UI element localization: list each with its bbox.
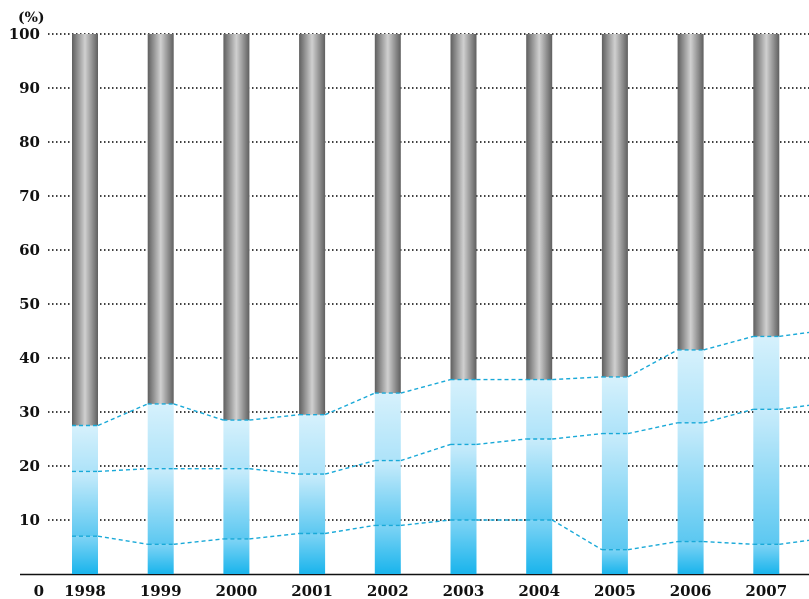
bar-segment-3 (450, 379, 477, 445)
x-tick-label: 2001 (291, 582, 333, 599)
connector-line (551, 519, 603, 551)
x-tick-label: 2002 (367, 582, 409, 599)
x-tick-label: 2007 (745, 582, 787, 599)
connector-line (476, 438, 527, 446)
bar-segment-1 (374, 525, 401, 574)
axis-labels: 0 10 20 30 40 50 60 70 80 90 100 1998 1999 2000 2001 20… (9, 25, 787, 599)
connector-line (173, 403, 224, 421)
connector-line (400, 378, 451, 394)
bar-segment-3 (147, 403, 174, 469)
bars (72, 34, 780, 574)
bar-segment-2 (147, 468, 174, 545)
bar-segment-4 (526, 34, 553, 380)
x-tick-label: 2003 (443, 582, 485, 599)
connector-line (249, 532, 300, 540)
bar-segment-4 (299, 34, 326, 415)
y-tick-label: 60 (19, 241, 40, 259)
connector-line (249, 414, 300, 421)
y-tick-label: 10 (19, 511, 40, 529)
y-tick-label: 30 (19, 403, 40, 421)
connector-line (703, 335, 754, 351)
bar-segment-4 (601, 34, 628, 377)
bar-segment-1 (72, 536, 98, 574)
bar-segment-3 (753, 336, 780, 410)
bar-segment-4 (753, 34, 780, 337)
bar-segment-3 (374, 393, 401, 461)
bar-segment-1 (601, 549, 628, 574)
bar-segment-3 (223, 420, 250, 469)
bar-segment-3 (72, 425, 98, 472)
bar-segment-4 (374, 34, 401, 394)
y-axis-unit-label: (%) (18, 10, 45, 26)
bar-segment-2 (374, 460, 401, 526)
bar-segment-1 (299, 533, 326, 574)
x-tick-label: 2006 (670, 582, 712, 599)
connector-line (400, 519, 451, 527)
connector-line (779, 539, 809, 545)
x-tick-label: 1999 (140, 582, 182, 599)
y-tick-label: 50 (19, 295, 40, 313)
connector-line (779, 331, 809, 338)
bar-segment-1 (147, 544, 174, 574)
bar-segment-1 (677, 541, 704, 574)
connector-line (627, 540, 678, 551)
y-tick-label: 70 (19, 187, 40, 205)
x-tick-label: 2004 (518, 582, 560, 599)
bar-segment-2 (72, 471, 98, 537)
connector-line (552, 376, 602, 381)
connector-line (97, 468, 148, 473)
x-tick-label: 1998 (64, 582, 106, 599)
y-tick-label: 20 (19, 457, 40, 475)
x-tick-label: 2005 (594, 582, 636, 599)
connector-line (703, 408, 754, 424)
connector-line (400, 443, 451, 462)
connector-line (97, 403, 148, 427)
bar-segment-4 (677, 34, 704, 350)
connector-line (324, 459, 375, 475)
bar-segment-2 (526, 439, 553, 520)
y-tick-label: 100 (9, 25, 40, 43)
bar-segment-3 (677, 349, 704, 423)
connector-line (627, 349, 678, 378)
bar-segment-3 (601, 376, 628, 434)
bar-segment-2 (601, 433, 628, 550)
connector-line (552, 432, 602, 440)
y-tick-label: 80 (19, 133, 40, 151)
connector-line (324, 392, 376, 416)
bar-segment-1 (526, 520, 553, 574)
y-tick-label: 90 (19, 79, 40, 97)
bar-segment-4 (72, 34, 98, 426)
x-tick-label: 2000 (216, 582, 258, 599)
bar-segment-2 (753, 409, 780, 545)
connector-line (97, 535, 148, 545)
bar-segment-2 (299, 474, 326, 534)
bar-segment-3 (299, 414, 326, 475)
bar-segment-1 (753, 544, 780, 574)
connector-lines (72, 331, 809, 551)
bar-segment-4 (223, 34, 250, 421)
connector-line (324, 524, 375, 535)
bar-segment-1 (450, 520, 477, 574)
connector-line (173, 538, 224, 545)
connector-line (779, 404, 809, 410)
bar-segment-1 (223, 538, 250, 574)
connector-line (249, 468, 300, 475)
y-tick-label: 0 (34, 582, 44, 599)
connector-line (703, 540, 754, 545)
bar-segment-2 (677, 422, 704, 542)
y-tick-label: 40 (19, 349, 40, 367)
bar-segment-4 (450, 34, 477, 380)
bar-segment-2 (223, 468, 250, 539)
gridlines (20, 33, 809, 576)
bar-segment-4 (147, 34, 174, 404)
bar-segment-3 (526, 379, 553, 439)
bar-segment-2 (450, 444, 477, 520)
connector-line (627, 422, 678, 435)
